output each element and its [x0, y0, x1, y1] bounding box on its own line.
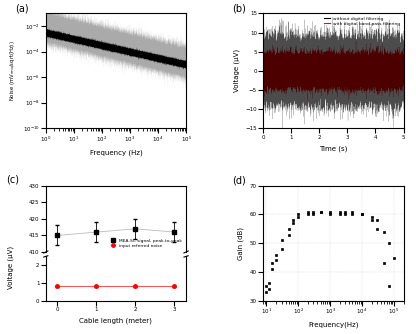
Text: (b): (b) [233, 3, 246, 13]
Y-axis label: Noise (mV$_{rms}$/sqrt(Hz)): Noise (mV$_{rms}$/sqrt(Hz)) [8, 40, 17, 101]
Legend: MEA-SC signal, peak-to-peak, input referred noise: MEA-SC signal, peak-to-peak, input refer… [109, 237, 184, 250]
Legend: without digital filtering, with digital band-pass filtering: without digital filtering, with digital … [324, 16, 401, 26]
Y-axis label: Voltage (μV): Voltage (μV) [233, 49, 240, 93]
Text: (a): (a) [15, 3, 29, 13]
Text: (c): (c) [7, 174, 20, 184]
X-axis label: Time (s): Time (s) [319, 145, 347, 152]
X-axis label: Cable length (meter): Cable length (meter) [79, 317, 152, 324]
X-axis label: Frequency (Hz): Frequency (Hz) [89, 149, 142, 156]
Text: Voltage (μV): Voltage (μV) [7, 245, 14, 289]
Text: (d): (d) [233, 175, 246, 185]
X-axis label: Frequency(Hz): Frequency(Hz) [308, 322, 359, 328]
Y-axis label: Gain (dB): Gain (dB) [238, 227, 245, 260]
